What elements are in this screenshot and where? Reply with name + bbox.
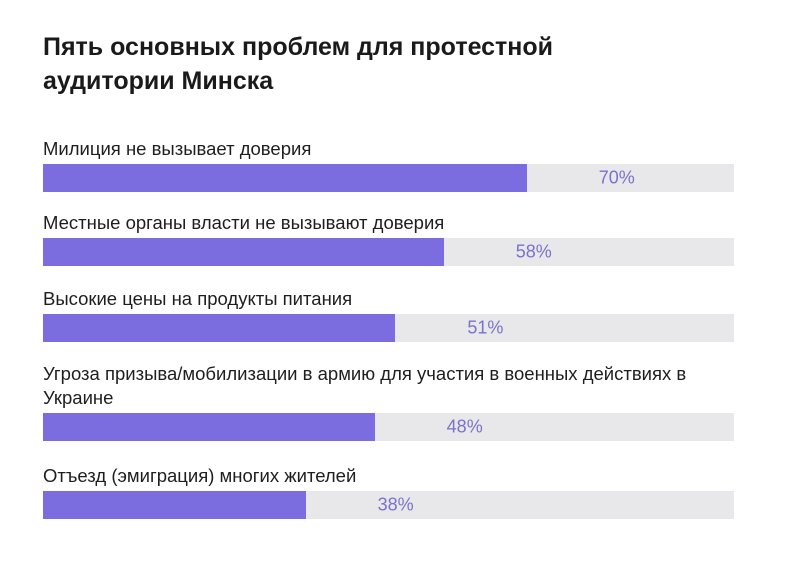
value-label: 38% xyxy=(377,494,414,515)
bar xyxy=(43,164,527,192)
value-label: 58% xyxy=(515,241,552,262)
bar xyxy=(43,413,375,441)
bar-track: 38% xyxy=(43,491,734,519)
bar xyxy=(43,314,396,342)
category-label: Отъезд (эмиграция) многих жителей xyxy=(43,465,357,486)
bar xyxy=(43,491,306,519)
value-label: 70% xyxy=(598,167,635,188)
category-label: Угроза призыва/мобилизации в армию для у… xyxy=(43,363,687,408)
category-label: Высокие цены на продукты питания xyxy=(43,288,353,309)
value-label: 48% xyxy=(446,416,483,437)
bar-track: 70% xyxy=(43,164,734,192)
category-label: Местные органы власти не вызывают довери… xyxy=(43,212,445,233)
bar-track: 48% xyxy=(43,413,734,441)
value-label: 51% xyxy=(467,317,504,338)
category-label: Милиция не вызывает доверия xyxy=(43,138,312,159)
bar-track: 58% xyxy=(43,238,734,266)
bar-track: 51% xyxy=(43,314,734,342)
bar xyxy=(43,238,444,266)
chart-title: Пять основных проблем для протестной ауд… xyxy=(43,33,554,95)
